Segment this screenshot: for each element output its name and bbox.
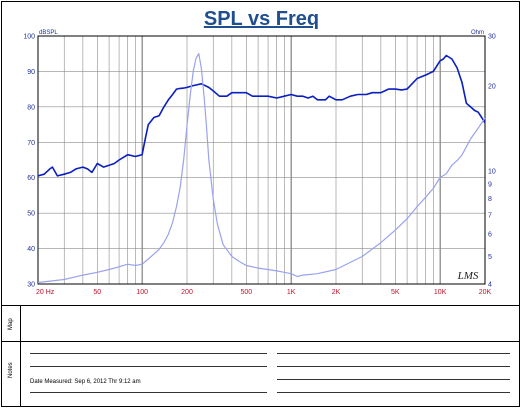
y-right-unit-label: Ohm [471,30,484,36]
notes-label: Notes [8,362,14,378]
y-right-tick-label: 30 [488,34,496,41]
notes-line [30,392,267,393]
x-tick-label: 1K [287,289,296,296]
x-tick-label: 100 [136,289,148,296]
map-label: Map [8,318,14,330]
impedance-series-line [37,52,486,284]
date-measured: Date Measured: Sep 6, 2012 Thr 9:12 am [30,379,141,385]
x-tick-label: 20K [479,289,492,296]
y-right-tick-label: 6 [488,232,492,239]
chart-title: SPL vs Freq [203,8,320,30]
notes-separator [1,341,520,342]
y-right-tick-label: 8 [488,196,492,203]
map-separator [1,305,520,306]
notes-line [277,353,510,354]
x-tick-label: 500 [240,289,252,296]
y-right-tick-label: 4 [488,282,492,289]
y-left-tick-label: 50 [27,211,35,218]
lms-watermark: LMS [457,270,479,282]
y-right-tick-label: 10 [488,169,496,176]
plot-area [38,36,485,284]
notes-line [277,392,510,393]
y-right-tick-label: 9 [488,182,492,189]
y-right-tick-label: 20 [488,83,496,90]
notes-line [30,353,267,354]
notes-line [277,379,510,380]
x-tick-label: 50 [93,289,101,296]
y-left-tick-label: 70 [27,140,35,147]
y-left-tick-label: 100 [23,34,35,41]
spl-series-line [37,54,486,177]
y-left-tick-label: 60 [27,175,35,182]
x-tick-label: 20 Hz [36,289,55,296]
y-left-tick-label: 40 [27,246,35,253]
notes-line [277,366,510,367]
x-tick-label: 5K [391,289,400,296]
x-tick-label: 2K [332,289,341,296]
y-left-tick-label: 80 [27,104,35,111]
notes-line [30,366,267,367]
plot-border [37,35,486,285]
y-left-tick-label: 30 [27,282,35,289]
y-left-unit-label: dBSPL [39,30,58,36]
x-tick-label: 10K [434,289,447,296]
y-left-tick-label: 90 [27,69,35,76]
y-right-tick-label: 7 [488,213,492,220]
notes-divider [20,341,21,407]
y-right-tick-label: 5 [488,254,492,261]
x-tick-label: 200 [181,289,193,296]
map-divider [20,305,21,341]
